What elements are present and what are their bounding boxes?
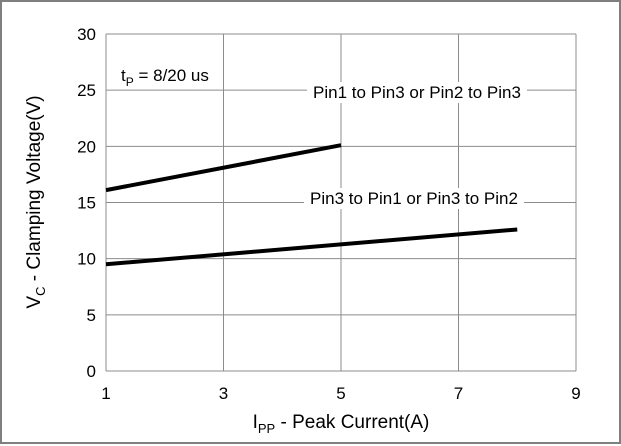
series-line-2 bbox=[105, 227, 518, 267]
series-label-1: Pin1 to Pin3 or Pin2 to Pin3 bbox=[313, 83, 521, 102]
series-label-group-1: Pin1 to Pin3 or Pin2 to Pin3 bbox=[307, 82, 527, 103]
series-label-bg-2 bbox=[304, 188, 524, 209]
y-axis-title: VC - Clamping Voltage(V) bbox=[24, 95, 48, 308]
x-tick-label-9: 9 bbox=[571, 384, 580, 403]
y-tick-label-15: 15 bbox=[77, 194, 96, 213]
series-line-1 bbox=[105, 143, 342, 193]
series-label-bg-1 bbox=[307, 82, 527, 103]
x-tick-label-1: 1 bbox=[101, 384, 110, 403]
y-tick-label-5: 5 bbox=[87, 306, 96, 325]
y-tick-label-0: 0 bbox=[87, 362, 96, 381]
x-axis-title: IPP - Peak Current(A) bbox=[253, 412, 430, 436]
series-layer bbox=[105, 143, 518, 267]
series-label-2: Pin3 to Pin1 or Pin3 to Pin2 bbox=[310, 189, 518, 208]
tick-label-layer: 0 5 10 15 20 25 30 1 3 5 7 9 bbox=[77, 25, 581, 403]
pulse-annotation: tP = 8/20 us bbox=[121, 66, 209, 89]
x-tick-label-3: 3 bbox=[219, 384, 228, 403]
x-tick-label-7: 7 bbox=[454, 384, 463, 403]
y-tick-label-10: 10 bbox=[77, 250, 96, 269]
series-label-group-2: Pin3 to Pin1 or Pin3 to Pin2 bbox=[304, 188, 524, 209]
y-tick-label-25: 25 bbox=[77, 81, 96, 100]
y-tick-label-30: 30 bbox=[77, 25, 96, 44]
y-tick-label-20: 20 bbox=[77, 137, 96, 156]
series-label-layer: Pin1 to Pin3 or Pin2 to Pin3 Pin3 to Pin1… bbox=[304, 82, 527, 209]
x-tick-label-5: 5 bbox=[336, 384, 345, 403]
